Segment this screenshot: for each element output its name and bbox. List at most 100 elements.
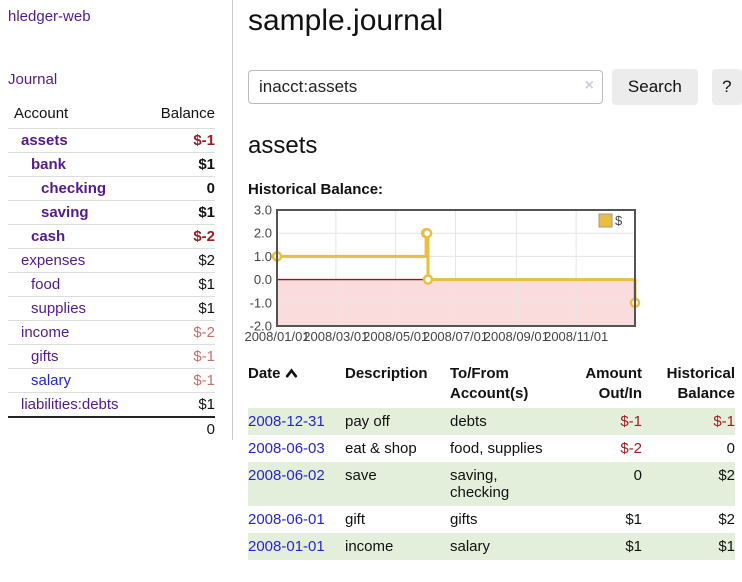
- transaction-accounts: food, supplies: [450, 440, 543, 457]
- transaction-date-cell: 2008-06-03: [248, 435, 345, 462]
- x-axis-tick-label: 2008/03/01: [303, 329, 368, 344]
- page-title: sample.journal: [248, 4, 444, 37]
- account-link-gifts[interactable]: gifts: [31, 348, 59, 365]
- account-link-saving[interactable]: saving: [41, 204, 89, 221]
- account-row: saving $1: [8, 200, 215, 225]
- account-balance: $2: [146, 248, 215, 273]
- transaction-amount: 0: [633, 467, 642, 484]
- transaction-date-link[interactable]: 2008-01-01: [248, 538, 325, 555]
- data-point-marker: [422, 274, 434, 285]
- accounts-total-row: 0: [8, 416, 215, 441]
- transaction-date-link[interactable]: 2008-06-03: [248, 440, 325, 457]
- account-link-food[interactable]: food: [31, 276, 61, 293]
- transaction-description: gift: [345, 511, 366, 528]
- account-balance: $-1: [146, 344, 215, 369]
- account-balance: $1: [146, 296, 215, 321]
- transaction-balance: $-1: [713, 413, 735, 430]
- account-balance: $1: [146, 392, 215, 417]
- account-row: checking 0: [8, 176, 215, 201]
- register-row: 2008-12-31 pay off debts $-1 $-1: [248, 408, 735, 435]
- account-balance: $1: [146, 152, 215, 177]
- y-axis-tick-label: 3.0: [254, 203, 272, 218]
- transaction-date-cell: 2008-01-01: [248, 533, 345, 560]
- register-row: 2008-01-01 income salary $1 $1: [248, 533, 735, 560]
- account-row: cash $-2: [8, 224, 215, 249]
- register-row: 2008-06-02 save saving, checking 0 $2: [248, 462, 735, 506]
- transaction-amount: $1: [625, 511, 642, 528]
- account-row: expenses $2: [8, 248, 215, 273]
- account-heading: assets: [248, 132, 318, 159]
- account-row: income $-2: [8, 320, 215, 345]
- clear-search-icon[interactable]: ×: [584, 77, 594, 94]
- account-link-bank[interactable]: bank: [31, 156, 67, 173]
- sidebar: hledger-web Journal Account Balance asse…: [0, 0, 233, 441]
- historical-balance-chart: $3.0 2.0 1.0 0.0 -1.0 -2.0 2008/01/01 2008/03/0…: [244, 203, 742, 346]
- app-title-link[interactable]: hledger-web: [8, 8, 91, 25]
- transaction-amount: $-2: [620, 440, 642, 457]
- account-balance: $-1: [146, 128, 215, 153]
- x-axis-tick-label: 2008/11/01: [544, 329, 608, 344]
- account-link-salary[interactable]: salary: [31, 372, 72, 389]
- register-header-row: Date Description To/From Account(s) Amou…: [248, 362, 735, 408]
- transaction-accounts: gifts: [450, 511, 478, 528]
- account-row: assets $-1: [8, 128, 215, 153]
- account-balance: 0: [146, 176, 215, 201]
- account-link-supplies[interactable]: supplies: [31, 300, 87, 317]
- account-link-liabilities-debts[interactable]: liabilities:debts: [21, 396, 119, 413]
- accounts-total-balance: 0: [146, 416, 215, 441]
- search-button[interactable]: Search: [611, 69, 698, 105]
- plot-border: [276, 209, 636, 327]
- x-axis-tick-label: 2008/05/01: [363, 329, 428, 344]
- account-row: supplies $1: [8, 296, 215, 321]
- account-link-income[interactable]: income: [21, 324, 70, 341]
- transaction-accounts: debts: [450, 413, 487, 430]
- transaction-description: eat & shop: [345, 440, 417, 457]
- account-row: bank $1: [8, 152, 215, 177]
- account-row: gifts $-1: [8, 344, 215, 369]
- y-axis-tick-label: 2.0: [254, 226, 272, 241]
- accounts-total-spacer: [8, 416, 147, 441]
- y-axis-tick-label: 1.0: [254, 249, 272, 264]
- accounts-header-account: Account: [14, 105, 69, 122]
- transaction-date-link[interactable]: 2008-06-02: [248, 467, 325, 484]
- transaction-accounts: salary: [450, 538, 491, 555]
- register-table: Date Description To/From Account(s) Amou…: [248, 362, 735, 560]
- sort-ascending-icon: [285, 368, 297, 378]
- search-form: × Search ?: [248, 69, 742, 105]
- account-balance: $-1: [146, 368, 215, 393]
- register-header-balance: Historical Balance: [666, 365, 735, 402]
- transaction-description: pay off: [345, 413, 390, 430]
- legend-label: $: [615, 213, 623, 228]
- transaction-date-link[interactable]: 2008-06-01: [248, 511, 325, 528]
- accounts-header-balance: Balance: [160, 105, 215, 122]
- transaction-balance: $2: [718, 511, 735, 528]
- account-link-expenses[interactable]: expenses: [21, 252, 86, 269]
- transaction-date-link[interactable]: 2008-12-31: [248, 413, 325, 430]
- transaction-balance: $2: [718, 467, 735, 484]
- search-box: ×: [248, 69, 603, 104]
- accounts-table: Account Balance assets $-1 bank $1 checking 0…: [8, 103, 215, 441]
- transaction-balance: $1: [718, 538, 735, 555]
- register-header-accounts: To/From Account(s): [450, 365, 529, 402]
- accounts-header-row: Account Balance: [8, 103, 215, 129]
- register-header-description: Description: [345, 365, 428, 382]
- register-header-date[interactable]: Date: [248, 362, 345, 408]
- help-button[interactable]: ?: [711, 69, 742, 105]
- transaction-date-cell: 2008-12-31: [248, 408, 345, 435]
- y-axis-tick-label: -1.0: [250, 295, 272, 310]
- account-link-checking[interactable]: checking: [41, 180, 107, 197]
- transaction-amount: $1: [625, 538, 642, 555]
- sidebar-item-journal[interactable]: Journal: [8, 71, 58, 88]
- search-input[interactable]: [248, 70, 603, 104]
- data-point-marker: [421, 227, 433, 239]
- legend-swatch: [598, 213, 613, 228]
- y-axis-tick-label: 0.0: [254, 272, 272, 287]
- account-row: liabilities:debts $1: [8, 392, 215, 417]
- account-link-assets[interactable]: assets: [21, 132, 68, 149]
- register-row: 2008-06-03 eat & shop food, supplies $-2 0: [248, 435, 735, 462]
- x-axis-tick-label: 2008/01/01: [244, 329, 309, 344]
- x-axis-tick-label: 2008/07/01: [423, 329, 488, 344]
- transaction-balance: 0: [726, 440, 735, 457]
- account-link-cash[interactable]: cash: [31, 228, 66, 245]
- account-balance: $-2: [146, 320, 215, 345]
